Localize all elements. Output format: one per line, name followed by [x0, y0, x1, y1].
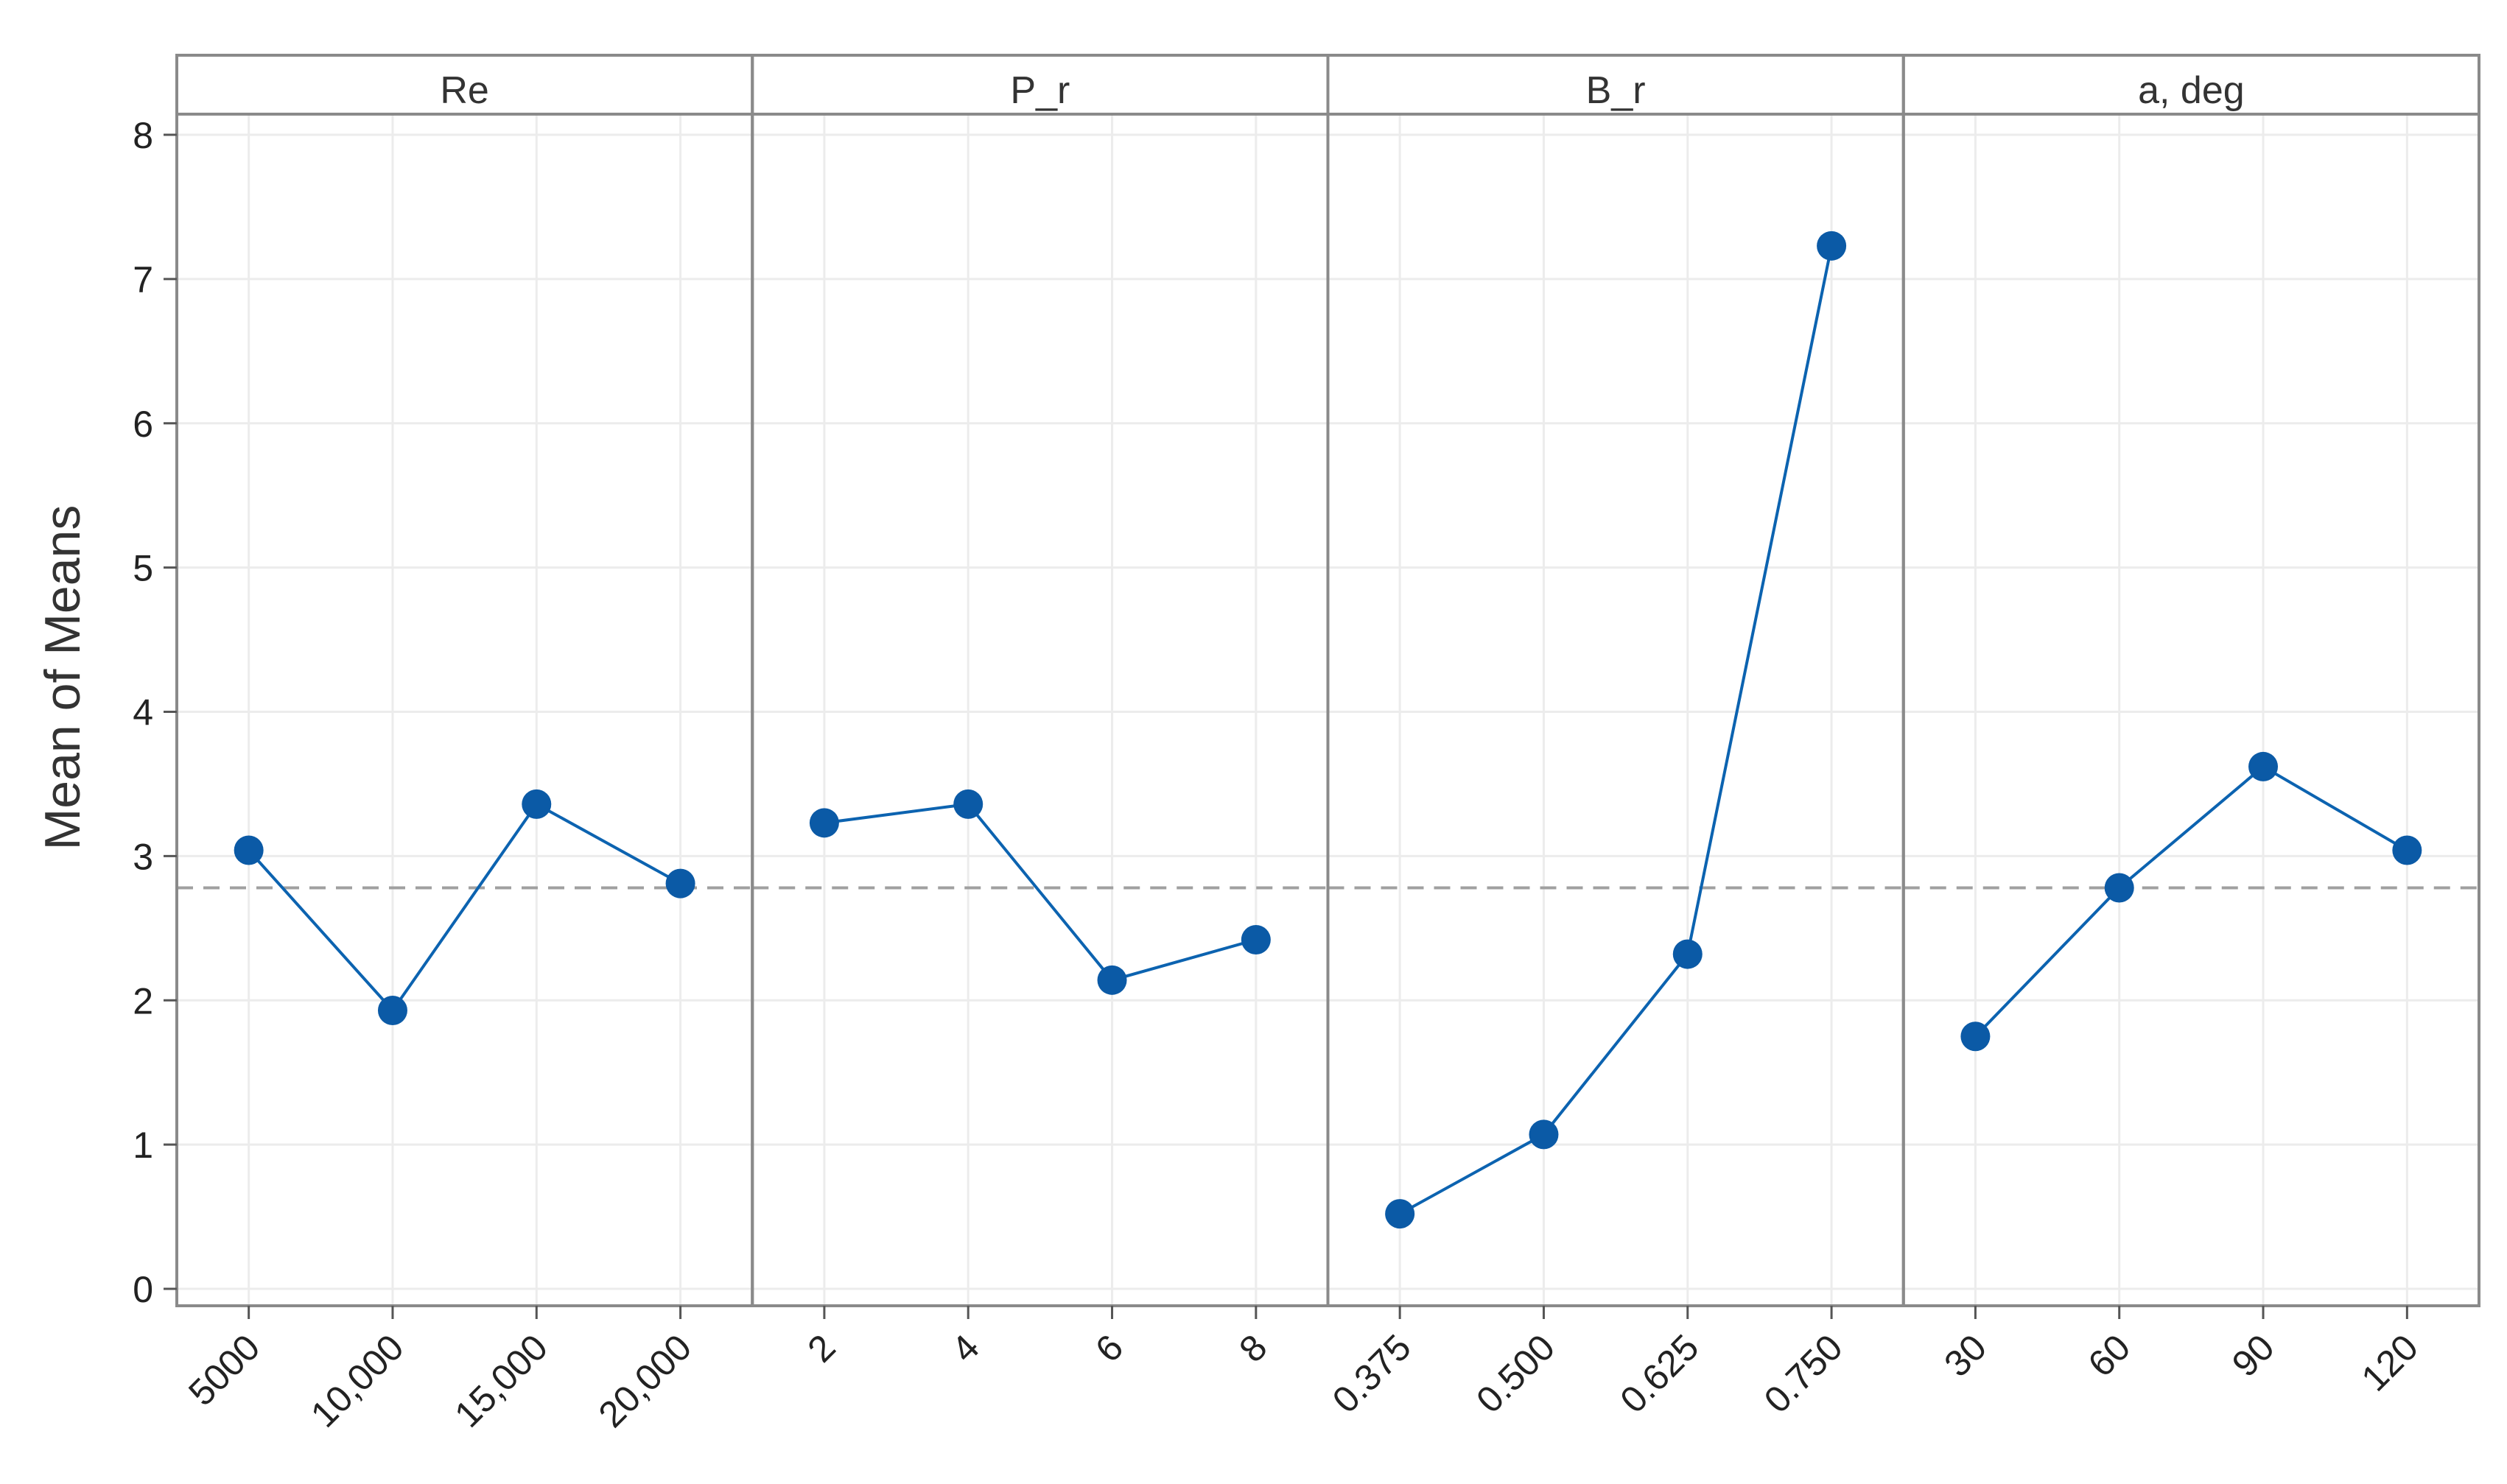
- y-tick-label: 1: [133, 1125, 153, 1166]
- y-axis: 0 1 2 3 4 5 6 7 8: [133, 115, 177, 1310]
- data-point: [377, 995, 407, 1025]
- panel-strip-label: a, deg: [2138, 69, 2245, 112]
- y-tick-label: 2: [133, 980, 153, 1021]
- y-axis-label: Mean of Means: [35, 505, 91, 851]
- series-layer: [234, 231, 2422, 1229]
- y-tick-label: 7: [133, 259, 153, 300]
- panel-strip-label: B_r: [1586, 69, 1646, 112]
- data-point: [1529, 1119, 1559, 1150]
- data-point: [2104, 873, 2134, 903]
- data-point: [1385, 1199, 1415, 1229]
- series-line-4: [1974, 764, 2408, 1038]
- panel-strip-label: P_r: [1010, 69, 1070, 112]
- panel-strip-label: Re: [440, 69, 488, 112]
- data-point: [234, 835, 264, 865]
- data-point: [1241, 924, 1271, 954]
- data-point: [2248, 751, 2279, 781]
- series-line-1: [248, 802, 681, 1013]
- data-point: [1817, 231, 1847, 261]
- grid-lines: [177, 114, 2479, 1306]
- panel-frames: [175, 54, 2480, 1307]
- data-point: [2392, 835, 2422, 865]
- series-line-3: [1399, 245, 1834, 1215]
- data-point: [809, 808, 839, 838]
- data-point: [1097, 965, 1127, 995]
- data-point: [1960, 1021, 1991, 1052]
- y-tick-label: 3: [133, 836, 153, 877]
- data-point: [953, 789, 983, 819]
- data-point: [1672, 939, 1703, 969]
- y-tick-label: 8: [133, 115, 153, 156]
- y-tick-label: 5: [133, 548, 153, 589]
- panel-frame: [1901, 54, 2480, 1307]
- series-line-2: [824, 802, 1257, 982]
- data-point: [665, 868, 695, 899]
- y-tick-label: 4: [133, 692, 153, 734]
- y-tick-label: 6: [133, 404, 153, 445]
- panel-strips: Re P_r B_r a, deg: [440, 69, 2244, 112]
- data-point: [522, 789, 552, 819]
- y-tick-label: 0: [133, 1269, 153, 1310]
